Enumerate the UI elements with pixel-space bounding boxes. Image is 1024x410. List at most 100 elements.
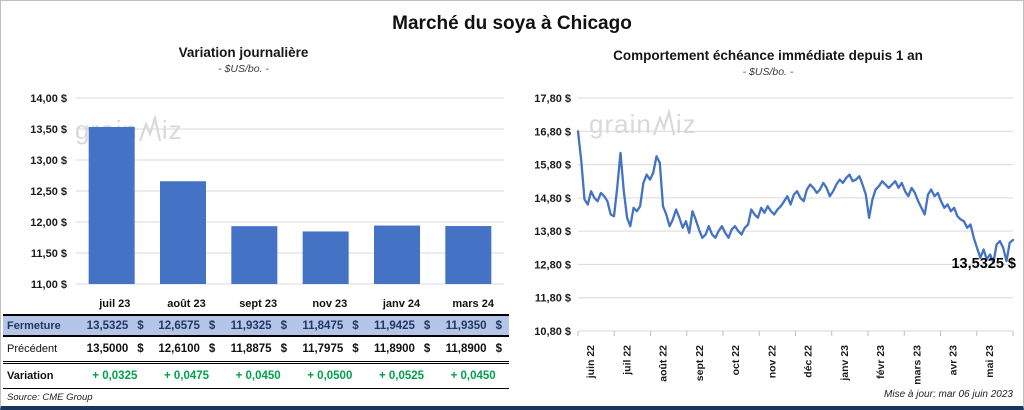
y-axis-tick-label: 12,50 $ xyxy=(30,186,67,198)
daily-variation-bar-chart: 14,00 $ 13,50 $ 13,00 $ 12,50 $ 12,00 $ 11,50… xyxy=(30,93,504,291)
month-header-cell: août 23 xyxy=(167,297,206,310)
bar-mars 24 xyxy=(445,226,492,284)
value-cell: 13,5000 $ xyxy=(79,343,151,355)
last-price-annotation: 13,5325 $ xyxy=(951,256,1016,272)
row-label: Variation xyxy=(7,370,54,382)
y-axis-tick-label: 11,50 $ xyxy=(31,248,67,260)
x-axis-month-label: déc 22 xyxy=(803,345,815,378)
page-title: Marché du soya à Chicago xyxy=(392,13,632,34)
cell-number: 13,5000 xyxy=(86,343,129,355)
y-axis-tick-label: 15,80 $ xyxy=(534,160,571,172)
cell-number: + 0,0500 xyxy=(307,370,353,382)
y-axis-tick-label: 16,80 $ xyxy=(534,126,571,138)
x-axis-month-label: janv 23 xyxy=(839,345,851,382)
watermark-text-part1: grain xyxy=(589,109,652,139)
row-label: Précédent xyxy=(7,343,58,355)
cell-number: + 0,0525 xyxy=(378,370,425,382)
bar-janv 24 xyxy=(374,225,420,284)
y-axis-tick-label: 13,00 $ xyxy=(30,155,67,167)
line-chart-subtitle: - $US/bo. - xyxy=(742,66,794,78)
bar-chart-title: Variation journalière xyxy=(178,45,309,60)
watermark-text-part2: iz xyxy=(161,115,183,145)
bar-août 23 xyxy=(160,181,206,284)
currency-symbol: $ xyxy=(495,343,502,355)
currency-symbol: $ xyxy=(137,319,144,332)
y-axis-tick-label: 11,80 $ xyxy=(535,293,571,305)
cell-number: 11,8875 xyxy=(230,343,272,355)
cell-number: + 0,0450 xyxy=(235,370,281,382)
month-header-cell: sept 23 xyxy=(239,297,278,310)
line-chart-title: Comportement échéance immédiate depuis 1… xyxy=(613,48,923,63)
currency-symbol: $ xyxy=(280,319,287,332)
watermark-text-part2: iz xyxy=(675,109,697,139)
cell-number: + 0,0475 xyxy=(163,370,210,382)
cell-number: 12,6575 xyxy=(158,319,200,332)
x-axis-month-label: juin 22 xyxy=(585,345,597,379)
y-axis-tick-label: 13,80 $ xyxy=(534,226,571,238)
value-cell: + 0,0450 xyxy=(437,370,509,382)
value-cell: 11,8900 $ xyxy=(437,343,509,355)
x-axis-month-label: mai 23 xyxy=(984,345,996,378)
x-axis-month-label: mars 23 xyxy=(911,345,923,385)
table-row-vari: Variation + 0,0325 + 0,0475 + 0,0450 + 0,050… xyxy=(3,364,509,389)
value-cell: + 0,0525 xyxy=(366,370,438,382)
cell-number: + 0,0325 xyxy=(92,370,138,382)
value-cell: + 0,0500 xyxy=(294,370,366,382)
cell-number: 13,5325 xyxy=(86,319,129,332)
value-cell: 11,9350 $ xyxy=(437,320,509,332)
x-axis-month-label: avr 23 xyxy=(948,345,960,376)
value-cell: + 0,0325 xyxy=(79,370,151,382)
value-cell: 13,5325 $ xyxy=(79,320,151,332)
source-note: Source: CME Group xyxy=(7,392,93,403)
front-month-line-chart: 17,80 $ 16,80 $ 15,80 $ 14,80 $ 13,80 $ 12,80… xyxy=(534,93,1016,385)
currency-symbol: $ xyxy=(495,319,502,332)
x-axis-month-label: févr 23 xyxy=(875,345,887,379)
value-cell: 11,8475 $ xyxy=(294,320,366,332)
value-cell: + 0,0450 xyxy=(222,370,294,382)
y-axis-tick-label: 13,50 $ xyxy=(30,124,67,136)
y-axis-tick-label: 12,80 $ xyxy=(534,259,571,271)
table-row-ferm: Fermeture 13,5325 $12,6575 $11,9325 $11,8475… xyxy=(3,314,509,337)
currency-symbol: $ xyxy=(208,319,216,332)
bar-chart-subtitle: - $US/bo. - xyxy=(218,63,269,75)
currency-symbol: $ xyxy=(352,343,359,355)
value-cell: 12,6100 $ xyxy=(151,343,223,355)
x-axis-month-label: oct 22 xyxy=(730,345,742,376)
value-cell: 11,7975 $ xyxy=(294,343,366,355)
y-axis-tick-label: 14,00 $ xyxy=(30,93,67,105)
row-label: Fermeture xyxy=(7,319,61,332)
currency-symbol: $ xyxy=(137,343,144,355)
price-table: juil 23 août 23 sept 23 nov 23 janv 24 mars 2… xyxy=(3,293,509,406)
x-axis-month-label: août 22 xyxy=(658,345,670,382)
update-date-note: Mise à jour: mar 06 juin 2023 xyxy=(884,389,1013,400)
value-cell: 11,9425 $ xyxy=(366,320,438,332)
y-axis-tick-label: 14,80 $ xyxy=(534,193,571,205)
value-cell: + 0,0475 xyxy=(151,370,223,382)
value-cell: 11,9325 $ xyxy=(222,320,294,332)
y-axis-tick-label: 17,80 $ xyxy=(534,93,571,105)
cell-number: 11,9350 xyxy=(445,319,487,332)
currency-symbol: $ xyxy=(208,343,216,355)
cell-number: + 0,0450 xyxy=(450,370,496,382)
value-cell: 12,6575 $ xyxy=(151,320,223,332)
x-axis-month-label: nov 22 xyxy=(766,345,778,378)
bar-sept 23 xyxy=(231,226,278,284)
value-cell: 11,8900 $ xyxy=(366,343,438,355)
zigzag-logo-icon xyxy=(138,115,161,142)
price-line-series xyxy=(576,130,1015,264)
cell-number: 11,7975 xyxy=(302,343,344,355)
currency-symbol: $ xyxy=(423,319,431,332)
cell-number: 11,8900 xyxy=(445,343,487,355)
x-axis-month-label: sept 22 xyxy=(694,345,706,381)
currency-symbol: $ xyxy=(423,343,431,355)
bar-nov 23 xyxy=(302,231,349,284)
zigzag-logo-icon xyxy=(652,109,675,136)
month-header-cell: juil 23 xyxy=(99,297,131,310)
y-axis-tick-label: 10,80 $ xyxy=(534,326,571,338)
cell-number: 11,9425 xyxy=(373,319,415,332)
cell-number: 11,9325 xyxy=(230,319,272,332)
cell-number: 11,8900 xyxy=(373,343,415,355)
currency-symbol: $ xyxy=(280,343,287,355)
cell-number: 12,6100 xyxy=(158,343,200,355)
